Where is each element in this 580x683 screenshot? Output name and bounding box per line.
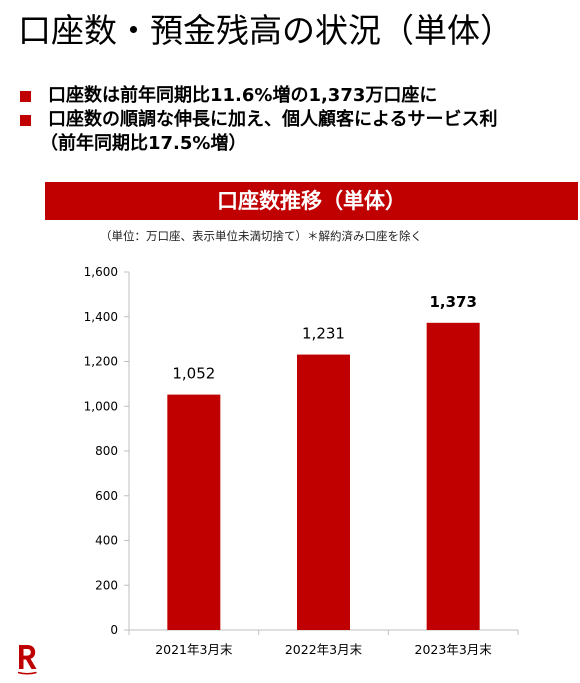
data-label: 1,052 [172,365,215,383]
unit-note: （単位：万口座、表示単位未満切捨て）＊解約済み口座を除く [100,229,422,243]
bullet-text: 口座数の順調な伸長に加え、個人顧客によるサービス利 [48,109,498,130]
bullet-item: 口座数の順調な伸長に加え、個人顧客によるサービス利 [20,108,580,132]
bullet-square-icon [20,91,31,102]
y-tick-label: 1,200 [84,355,118,369]
x-tick-label: 2023年3月末 [415,642,493,657]
rakuten-r-logo [17,645,37,675]
y-tick-label: 400 [95,534,118,548]
y-tick-label: 1,000 [84,399,118,413]
bullet-continuation: （前年同期比17.5%増） [40,133,247,154]
bullet-item: 口座数は前年同期比11.6%増の1,373万口座に [20,84,580,108]
bar [297,354,350,630]
data-label: 1,231 [302,325,345,343]
x-tick-label: 2022年3月末 [285,642,363,657]
chart-banner: 口座数推移（単体） [45,182,578,220]
bullet-list: 口座数は前年同期比11.6%増の1,373万口座に 口座数の順調な伸長に加え、個… [20,84,580,156]
y-tick-label: 1,600 [84,265,118,279]
y-tick-label: 200 [95,578,118,592]
y-tick-label: 800 [95,444,118,458]
data-label: 1,373 [429,293,476,311]
bullet-square-icon [20,115,31,126]
bar-chart: 0 200 400 600 800 1,000 1,200 1,400 1,600 1,052 20… [84,265,519,657]
y-tick-label: 0 [110,623,118,637]
y-tick-label: 600 [95,489,118,503]
y-tick-label: 1,400 [84,310,118,324]
bar [167,394,221,630]
bullet-text: 口座数は前年同期比11.6%増の1,373万口座に [48,85,438,106]
x-tick-label: 2021年3月末 [155,642,233,657]
bar [426,322,480,630]
page-title: 口座数・預金残高の状況（単体） [18,11,513,50]
